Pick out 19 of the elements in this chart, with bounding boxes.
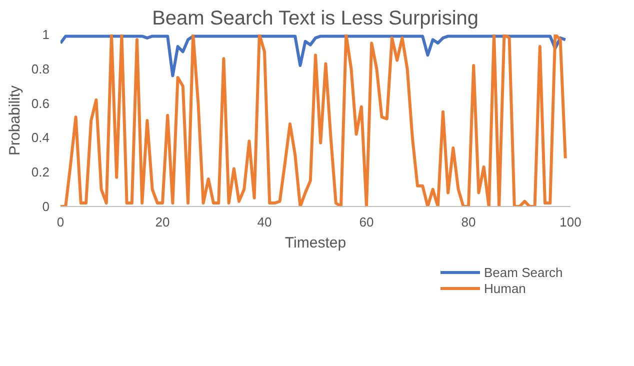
legend-label: Human xyxy=(484,280,526,296)
y-axis-title: Probability xyxy=(6,84,24,156)
legend-label: Beam Search xyxy=(484,264,563,280)
y-tick-label: 0.8 xyxy=(31,61,50,76)
x-tick-label: 100 xyxy=(560,214,582,230)
y-tick-label: 0.6 xyxy=(31,96,50,111)
x-tick-label: 40 xyxy=(257,214,272,230)
x-tick-label: 0 xyxy=(56,214,64,230)
x-tick-label: 80 xyxy=(461,214,476,230)
chart-title: Beam Search Text is Less Surprising xyxy=(152,8,479,30)
line-series xyxy=(60,34,567,206)
y-tick-label: 0.4 xyxy=(31,130,50,146)
line-series xyxy=(60,34,567,78)
y-tick-label: 0 xyxy=(42,199,50,214)
y-tick-label: 1 xyxy=(42,27,50,42)
y-tick-label: 0.2 xyxy=(31,164,50,180)
x-tick-label: 20 xyxy=(155,214,170,230)
x-tick-label: 60 xyxy=(359,214,374,230)
x-axis-title: Timestep xyxy=(284,234,346,252)
